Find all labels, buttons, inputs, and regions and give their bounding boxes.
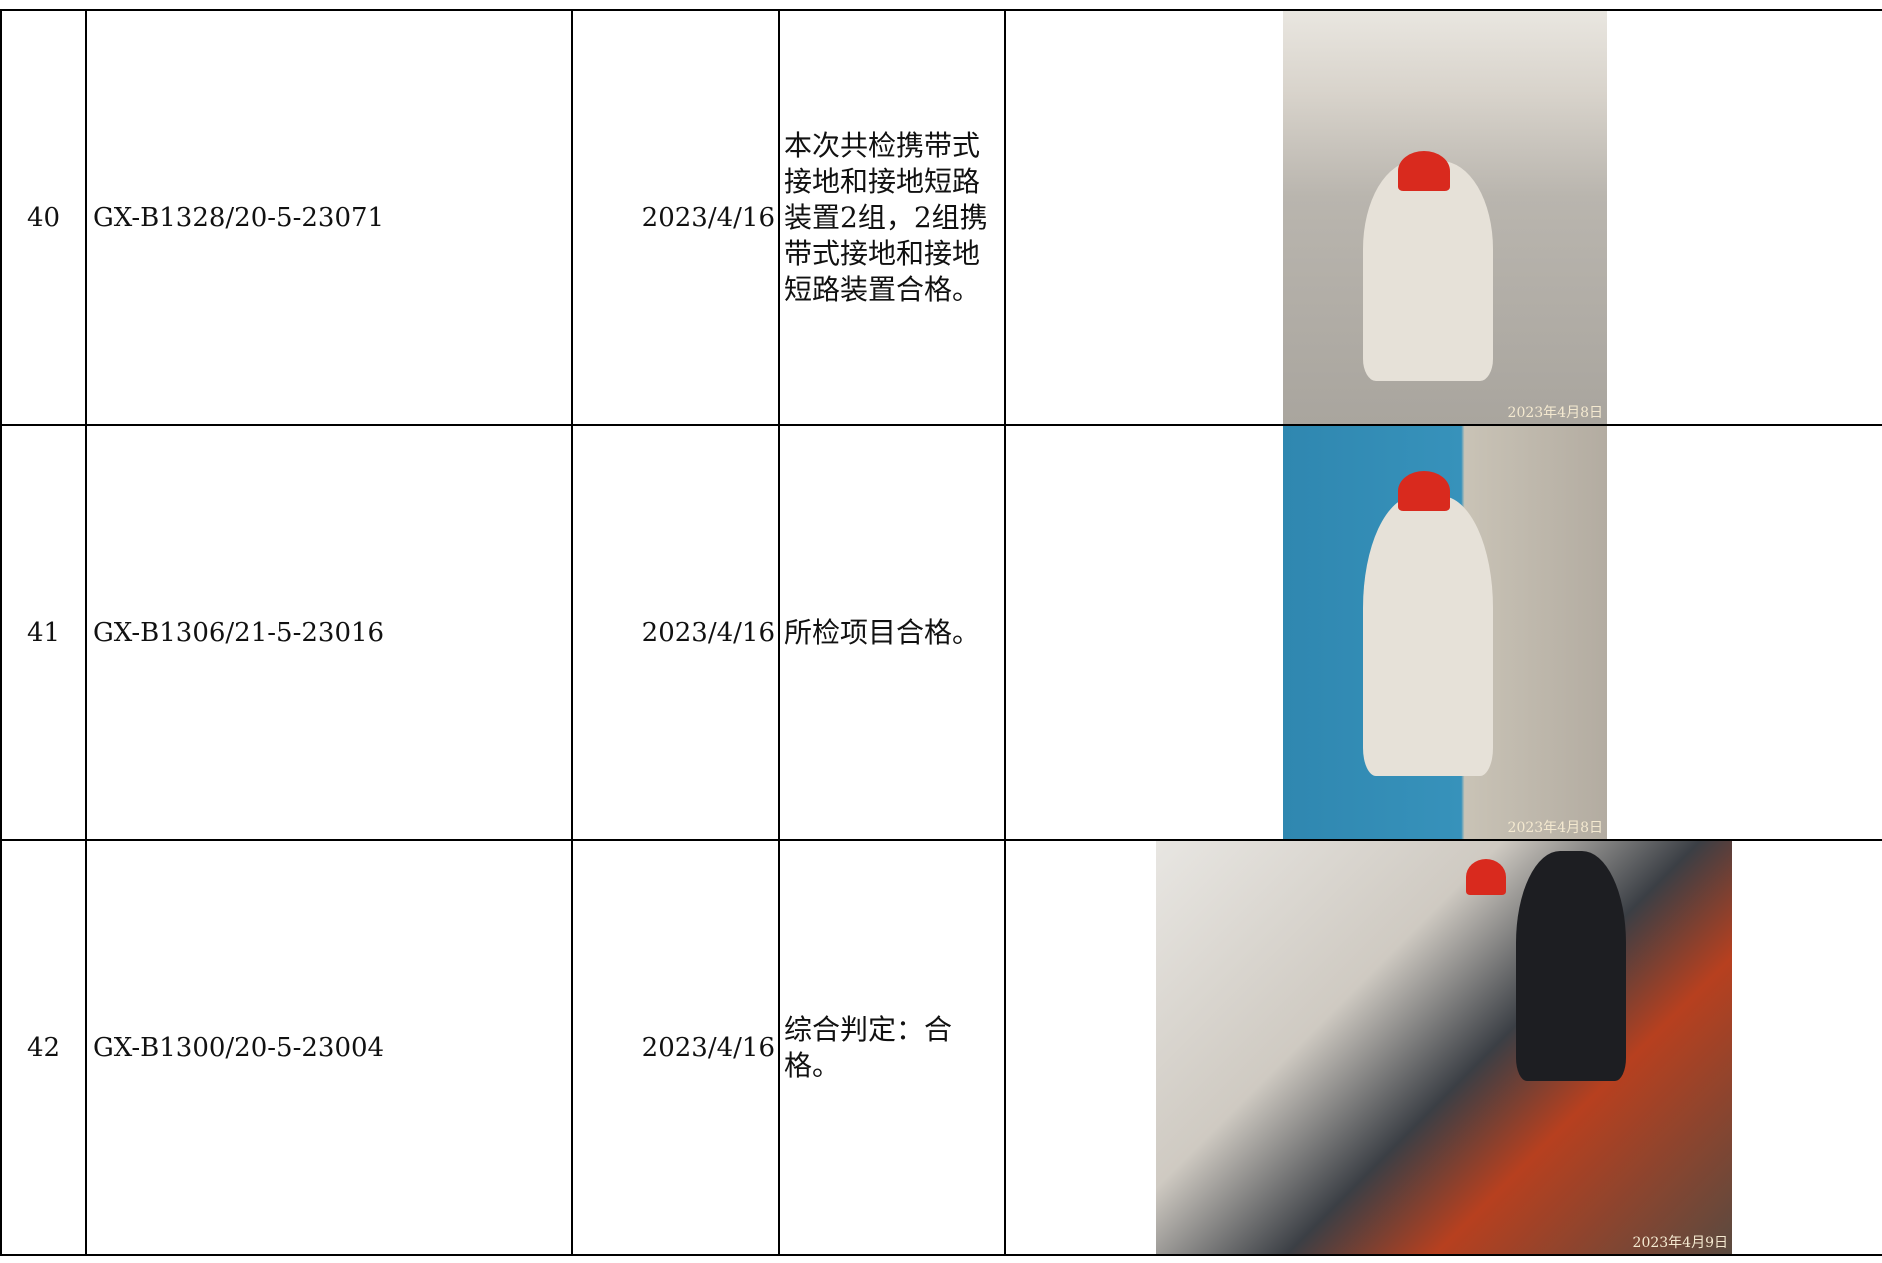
row-number: 40 <box>0 9 87 426</box>
helmet <box>1466 859 1506 895</box>
photo-cell: 2023年4月8日 <box>1004 9 1882 426</box>
report-table: 40 GX-B1328/20-5-23071 2023/4/16 本次共检携带式接地和… <box>0 9 1882 1256</box>
photo: 2023年4月8日 <box>1283 12 1607 423</box>
code-cell: GX-B1300/20-5-23004 <box>85 839 573 1256</box>
photo-date-stamp: 2023年4月8日 <box>1507 405 1603 421</box>
table-row: 40 GX-B1328/20-5-23071 2023/4/16 本次共检携带式接地和… <box>0 9 1882 426</box>
helmet <box>1398 151 1450 191</box>
photo-date-stamp: 2023年4月9日 <box>1632 1235 1728 1251</box>
worker-figure <box>1363 161 1493 381</box>
description-cell: 本次共检携带式接地和接地短路装置2组，2组携带式接地和接地短路装置合格。 <box>778 9 1006 426</box>
table-body: 40 GX-B1328/20-5-23071 2023/4/16 本次共检携带式接地和… <box>0 9 1882 1256</box>
description-cell: 综合判定：合格。 <box>778 839 1006 1256</box>
code-cell: GX-B1306/21-5-23016 <box>85 424 573 841</box>
code-cell: GX-B1328/20-5-23071 <box>85 9 573 426</box>
photo: 2023年4月9日 <box>1156 842 1732 1253</box>
row-number: 41 <box>0 424 87 841</box>
date-cell: 2023/4/16 <box>571 9 780 426</box>
date-cell: 2023/4/16 <box>571 424 780 841</box>
date-cell: 2023/4/16 <box>571 839 780 1256</box>
row-number: 42 <box>0 839 87 1256</box>
worker-figure <box>1516 851 1626 1081</box>
photo-cell: 2023年4月9日 <box>1004 839 1882 1256</box>
photo-date-stamp: 2023年4月8日 <box>1507 820 1603 836</box>
worker-figure <box>1363 496 1493 776</box>
table-row: 42 GX-B1300/20-5-23004 2023/4/16 综合判定：合格。 20… <box>0 839 1882 1256</box>
photo: 2023年4月8日 <box>1283 427 1607 838</box>
description-cell: 所检项目合格。 <box>778 424 1006 841</box>
helmet <box>1398 471 1450 511</box>
table-row: 41 GX-B1306/21-5-23016 2023/4/16 所检项目合格。 202… <box>0 424 1882 841</box>
photo-cell: 2023年4月8日 <box>1004 424 1882 841</box>
